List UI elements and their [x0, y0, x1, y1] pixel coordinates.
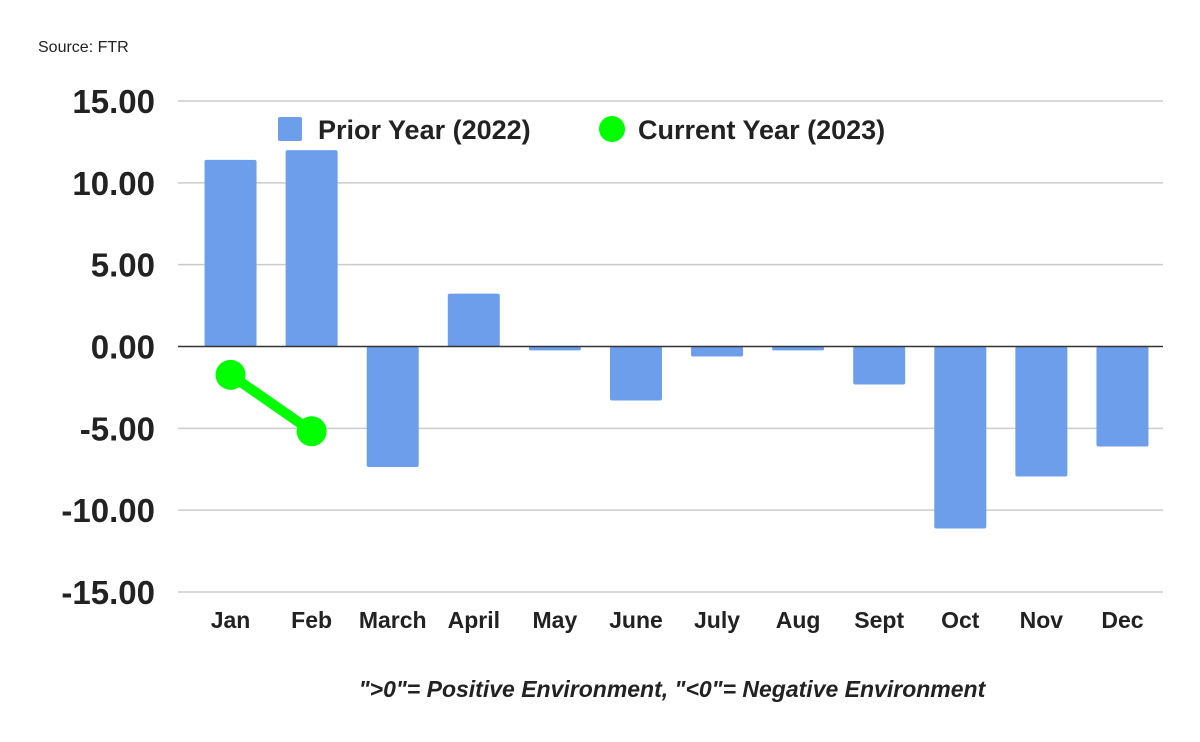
- line-series: [215, 359, 327, 447]
- bar-may: [528, 346, 581, 351]
- x-tick-label: Sept: [854, 607, 904, 633]
- y-tick-label: 10.00: [72, 165, 155, 202]
- x-tick-label: Feb: [291, 607, 332, 633]
- x-tick-label: Dec: [1101, 607, 1143, 633]
- bar-march: [366, 346, 419, 467]
- y-axis: 15.00 10.00 5.00 0.00 -5.00 -10.00 -15.00: [61, 83, 155, 611]
- y-tick-label: -15.00: [61, 574, 155, 611]
- legend-swatch-prior-year: [278, 117, 302, 141]
- x-tick-label: March: [359, 607, 427, 633]
- x-tick-label: Aug: [776, 607, 821, 633]
- legend-label-prior-year: Prior Year (2022): [318, 115, 531, 145]
- y-tick-label: 15.00: [72, 83, 155, 120]
- legend-label-current-year: Current Year (2023): [638, 115, 885, 145]
- legend-swatch-current-year: [599, 116, 625, 142]
- y-tick-label: 0.00: [91, 329, 155, 366]
- bar-dec: [1096, 346, 1149, 447]
- legend: Prior Year (2022) Current Year (2023): [278, 115, 885, 145]
- current-year-line: [227, 370, 315, 436]
- y-tick-label: -10.00: [61, 492, 155, 529]
- bar-oct: [934, 346, 987, 529]
- source-label: Source: FTR: [38, 39, 129, 56]
- grid: [178, 100, 1163, 593]
- x-tick-label: July: [694, 607, 740, 633]
- bar-feb: [285, 150, 338, 347]
- x-tick-label: June: [609, 607, 663, 633]
- bar-july: [691, 346, 744, 357]
- bar-nov: [1015, 346, 1068, 477]
- bar-jan: [204, 159, 257, 347]
- point-jan: [215, 359, 246, 390]
- bar-series: [204, 150, 1149, 529]
- x-tick-label: May: [533, 607, 578, 633]
- footnote: ">0"= Positive Environment, "<0"= Negati…: [359, 676, 987, 702]
- x-axis: Jan Feb March April May June July Aug Sept Oct Nov…: [211, 607, 1144, 633]
- x-tick-label: Nov: [1020, 607, 1064, 633]
- bar-sept: [853, 346, 906, 385]
- point-feb: [296, 416, 327, 447]
- x-tick-label: April: [448, 607, 500, 633]
- x-tick-label: Oct: [941, 607, 980, 633]
- bar-april: [447, 293, 500, 347]
- x-tick-label: Jan: [211, 607, 251, 633]
- bar-aug: [772, 346, 825, 351]
- y-tick-label: 5.00: [91, 247, 155, 284]
- bar-june: [609, 346, 662, 401]
- y-tick-label: -5.00: [80, 410, 155, 447]
